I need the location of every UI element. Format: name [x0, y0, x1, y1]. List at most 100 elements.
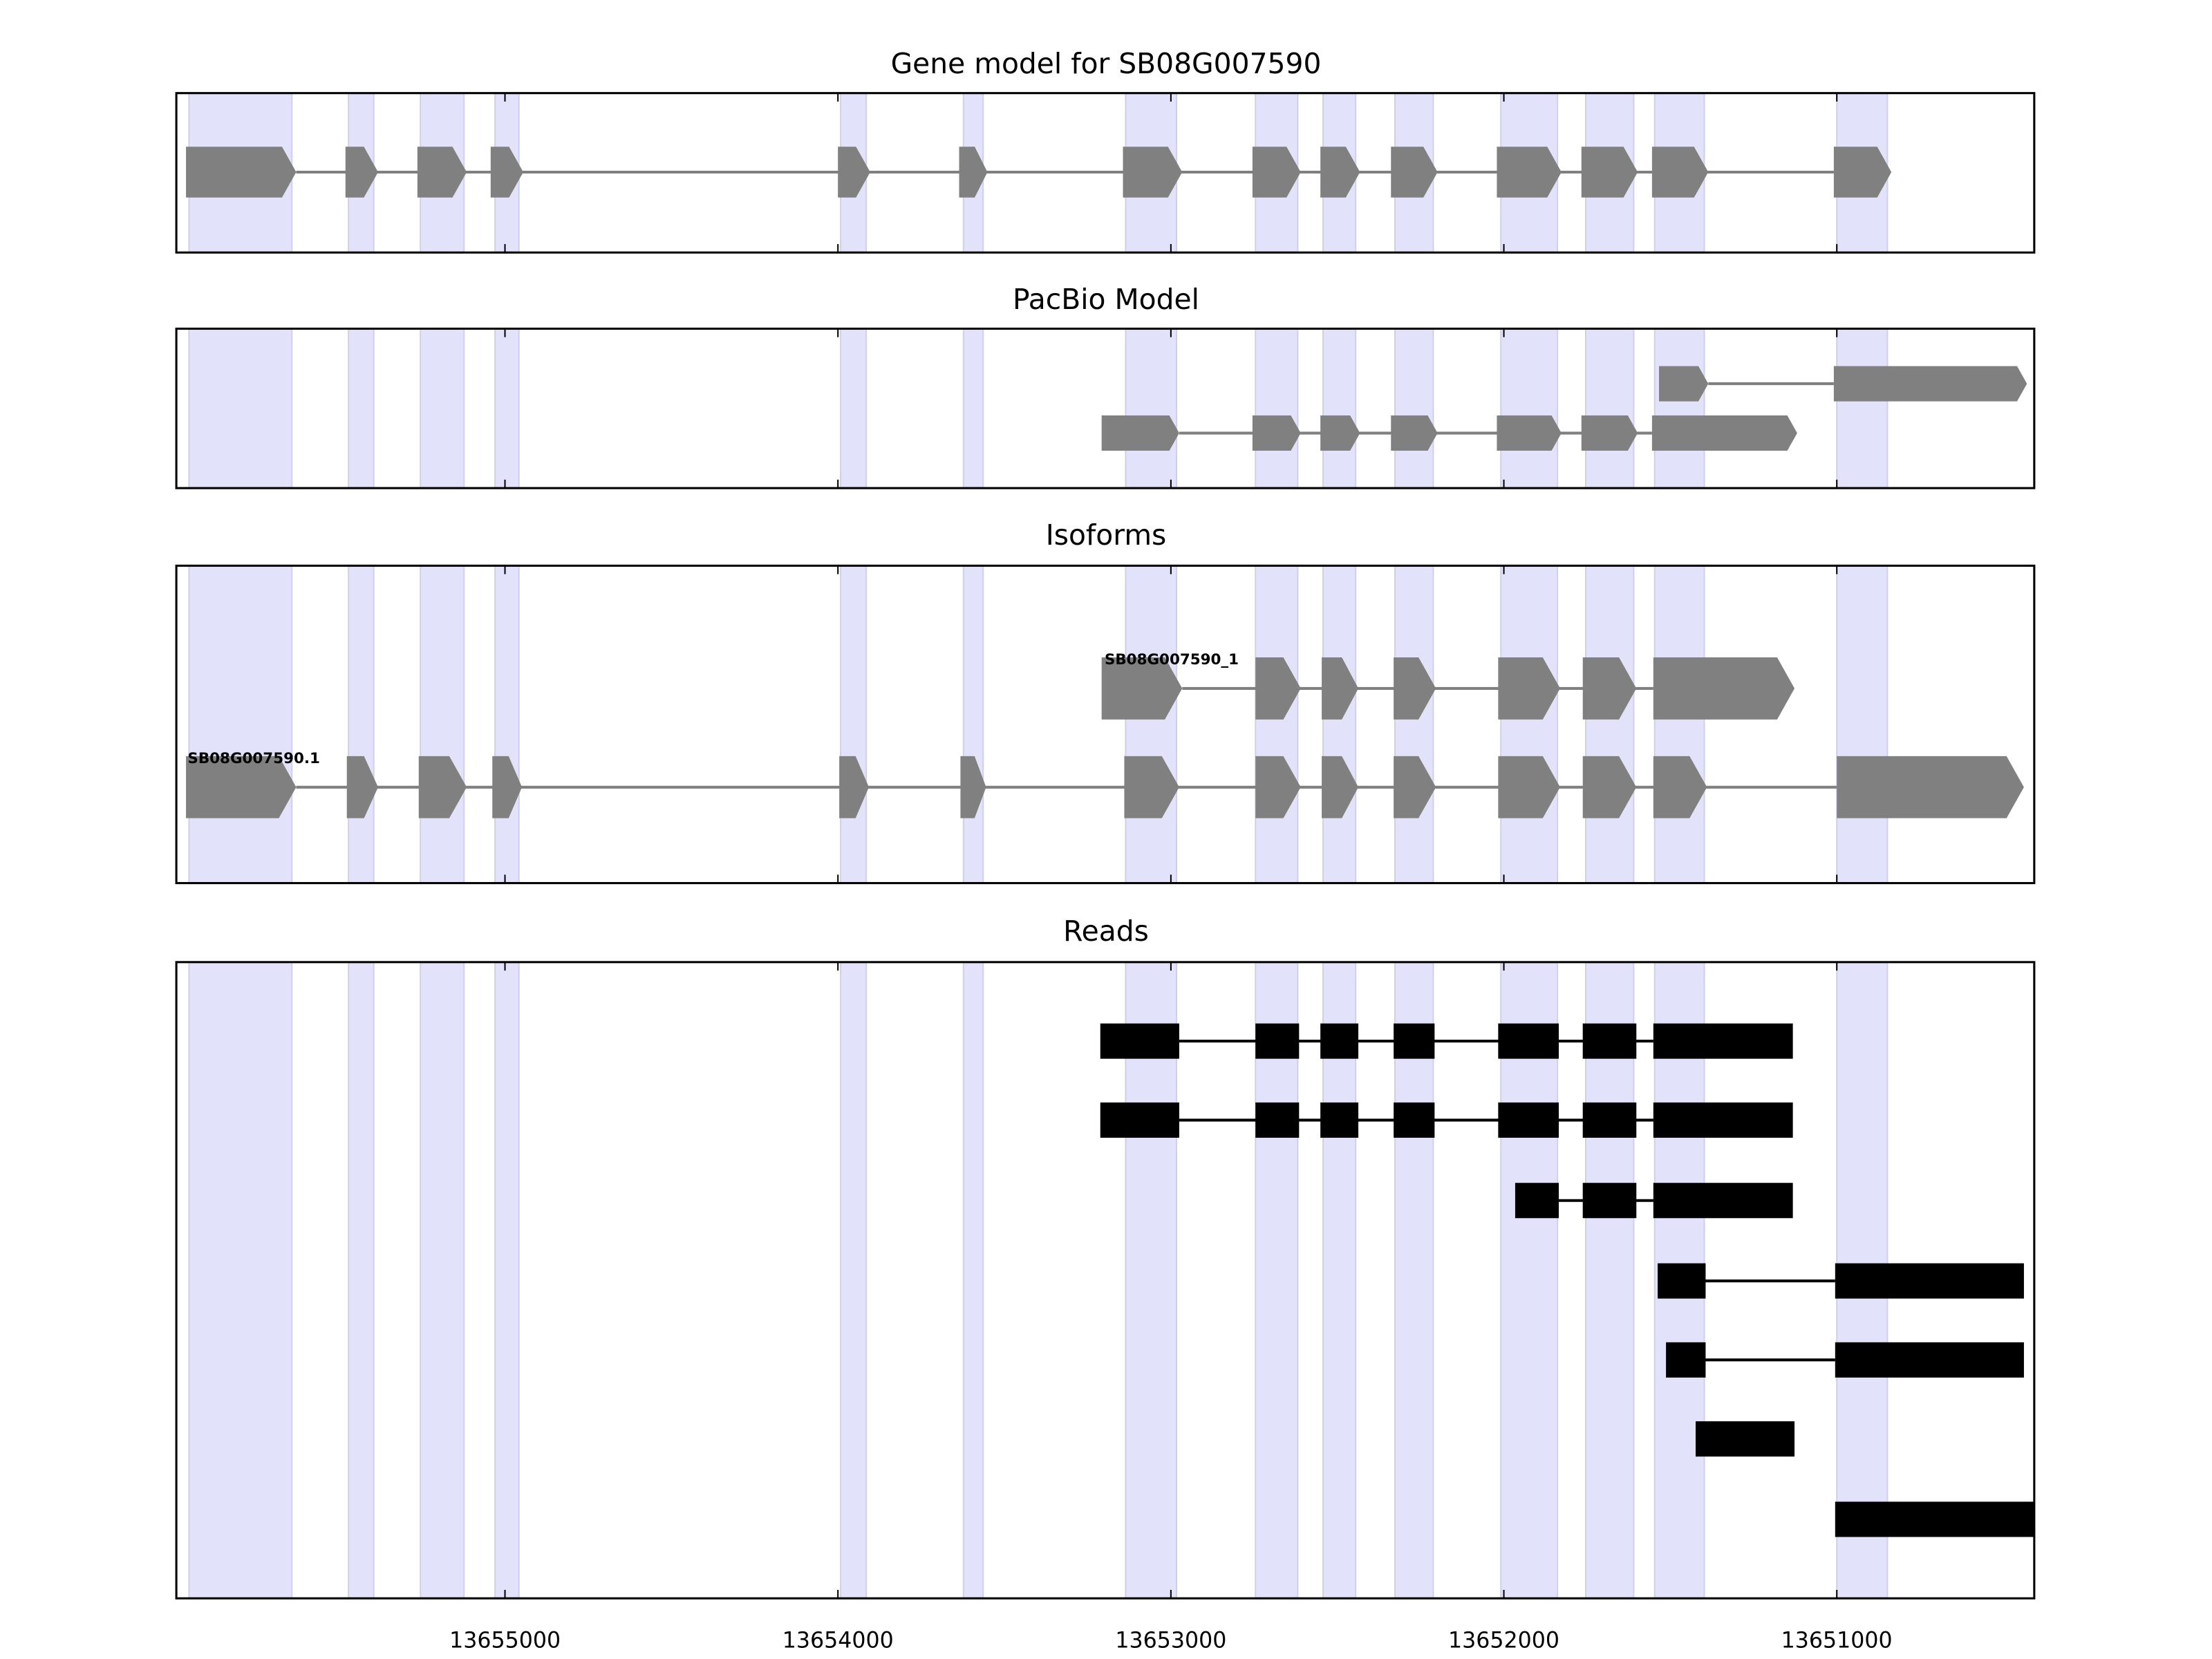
panel-content [186, 565, 2024, 884]
panel-isoforms: Isoforms SB08G007590_1 SB08G007590.1 [175, 518, 2036, 885]
shaded-exon-region [1653, 565, 1705, 884]
shaded-exon-region [494, 961, 520, 1600]
panel-title: Reads [1063, 915, 1149, 948]
read-track [1695, 1421, 1795, 1457]
exon-arrow [1394, 756, 1436, 818]
read-exon [1394, 1102, 1435, 1138]
panel-title: Isoforms [1046, 518, 1167, 552]
exon-arrow [1833, 366, 2027, 402]
transcript-track [1101, 415, 1797, 451]
panel-pacbio-model: PacBio Model [175, 283, 2036, 489]
read-exon [1653, 1102, 1793, 1138]
read-exon [1394, 1023, 1435, 1059]
exon-arrow [345, 147, 378, 198]
exon-arrow [186, 147, 297, 198]
exon-arrow [1124, 756, 1179, 818]
exon-arrow [1394, 657, 1436, 720]
exon-arrow [1320, 415, 1360, 451]
exon-arrow [1252, 147, 1301, 198]
shaded-exon-region [840, 565, 868, 884]
exon-arrow [1322, 756, 1359, 818]
shaded-exon-region [1322, 565, 1357, 884]
shaded-exon-region [1125, 565, 1178, 884]
read-exon [1835, 1263, 2024, 1299]
exon-arrow [1653, 756, 1707, 818]
shaded-exon-region [962, 565, 984, 884]
shaded-exon-region [348, 328, 375, 489]
shaded-exon-region [1255, 565, 1299, 884]
shaded-exon-region [1836, 565, 1888, 884]
shaded-exon-region [962, 961, 984, 1600]
shaded-exon-region [494, 565, 520, 884]
read-exon [1255, 1102, 1300, 1138]
shaded-exon-region [1500, 328, 1559, 489]
read-exon [1498, 1102, 1559, 1138]
read-exon [1653, 1183, 1793, 1219]
shaded-exon-region [494, 328, 520, 489]
panel-gene-model: Gene model for SB08G007590 [175, 47, 2036, 254]
shaded-exon-region [420, 565, 465, 884]
panel-title: Gene model for SB08G007590 [891, 47, 1322, 80]
shaded-exon-region [188, 961, 293, 1600]
exon-arrow [1833, 147, 1892, 198]
read-exon [1695, 1421, 1795, 1457]
shaded-exon-region [1255, 961, 1299, 1600]
shaded-exon-region [1255, 328, 1299, 489]
exon-arrow [1322, 657, 1359, 720]
read-track [1100, 1102, 1793, 1138]
transcript-track [1659, 366, 2027, 402]
exon-arrow [1653, 657, 1795, 720]
read-exon [1100, 1102, 1179, 1138]
shaded-exon-region [348, 961, 375, 1600]
axes-frame [175, 327, 2036, 489]
exon-arrow [1255, 657, 1301, 720]
read-exon [1835, 1342, 2024, 1378]
exon-arrow [960, 756, 986, 818]
axes-frame [175, 92, 2036, 254]
panel-title: PacBio Model [1013, 283, 1199, 316]
read-exon [1666, 1342, 1706, 1378]
shaded-exon-region [1585, 565, 1635, 884]
exon-arrow [346, 756, 378, 818]
shaded-exon-region [962, 328, 984, 489]
shaded-exon-region [1394, 961, 1434, 1600]
exon-arrow [1581, 415, 1638, 451]
exon-arrow [1651, 415, 1797, 451]
shaded-exon-region [1322, 328, 1357, 489]
exon-arrow [1252, 415, 1301, 451]
panel-reads: Reads [175, 915, 2036, 1600]
read-exon [1653, 1023, 1793, 1059]
read-exon [1582, 1023, 1637, 1059]
shaded-exon-region [1394, 565, 1434, 884]
read-exon [1835, 1501, 2034, 1537]
exon-arrow [417, 147, 467, 198]
exon-arrow [1123, 147, 1183, 198]
read-exon [1320, 1023, 1359, 1059]
shaded-exon-region [1125, 961, 1178, 1600]
exon-arrow [838, 147, 870, 198]
read-exon [1255, 1023, 1300, 1059]
exon-arrow [1581, 147, 1638, 198]
shaded-exon-region [1585, 961, 1635, 1600]
read-exon [1582, 1102, 1637, 1138]
exon-arrow [1651, 147, 1709, 198]
exon-arrow [1498, 756, 1560, 818]
panel-content [186, 92, 1892, 254]
read-track [1666, 1342, 2024, 1378]
x-axis: 13655000 13654000 13653000 13652000 1365… [449, 1629, 1892, 1653]
exon-arrow [1582, 657, 1637, 720]
shaded-exon-region [1653, 328, 1705, 489]
read-track [1835, 1501, 2034, 1537]
transcript-track [186, 147, 1892, 198]
shaded-exon-region [1125, 328, 1178, 489]
exon-arrow [1837, 756, 2024, 818]
shaded-exon-region [188, 565, 293, 884]
transcript-track [1101, 657, 1795, 720]
exon-arrow [1659, 366, 1709, 402]
x-tick-label: 13654000 [782, 1629, 894, 1653]
read-exon [1100, 1023, 1179, 1059]
read-track [1658, 1263, 2024, 1299]
shaded-exon-region [348, 565, 375, 884]
shaded-exon-region [188, 328, 293, 489]
panel-content [188, 328, 2027, 489]
